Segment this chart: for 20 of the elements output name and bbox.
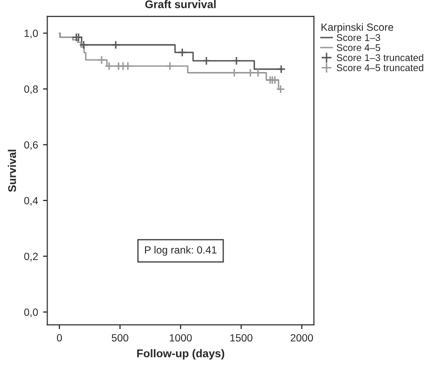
legend-label: Score 4–5 truncated bbox=[336, 64, 424, 72]
x-tick-label: 1000 bbox=[170, 334, 192, 342]
x-axis-title: Follow-up (days) bbox=[137, 349, 224, 360]
legend-label: Score 1–3 truncated bbox=[336, 54, 424, 62]
chart-title: Graft survival bbox=[145, 0, 216, 8]
y-axis-title: Survival bbox=[8, 150, 16, 192]
x-tick-label: 0 bbox=[56, 334, 62, 342]
x-tick-label: 1500 bbox=[230, 334, 252, 342]
x-tick-label: 2000 bbox=[290, 334, 313, 342]
y-tick-label: 0,2 bbox=[24, 252, 38, 262]
y-tick-label: 0,0 bbox=[24, 308, 38, 318]
legend-label: Score 1–3 bbox=[336, 34, 380, 42]
x-tick-label: 500 bbox=[112, 334, 128, 342]
y-tick-label: 0,6 bbox=[24, 141, 38, 150]
y-tick-label: 0,4 bbox=[24, 196, 38, 206]
annotation: P log rank: 0.41 bbox=[145, 246, 216, 256]
legend-label: Score 4–5 bbox=[336, 44, 380, 52]
legend-title: Karpinski Score bbox=[322, 23, 394, 33]
y-tick-label: 1,0 bbox=[24, 30, 38, 38]
y-tick-label: 0,8 bbox=[24, 85, 38, 94]
